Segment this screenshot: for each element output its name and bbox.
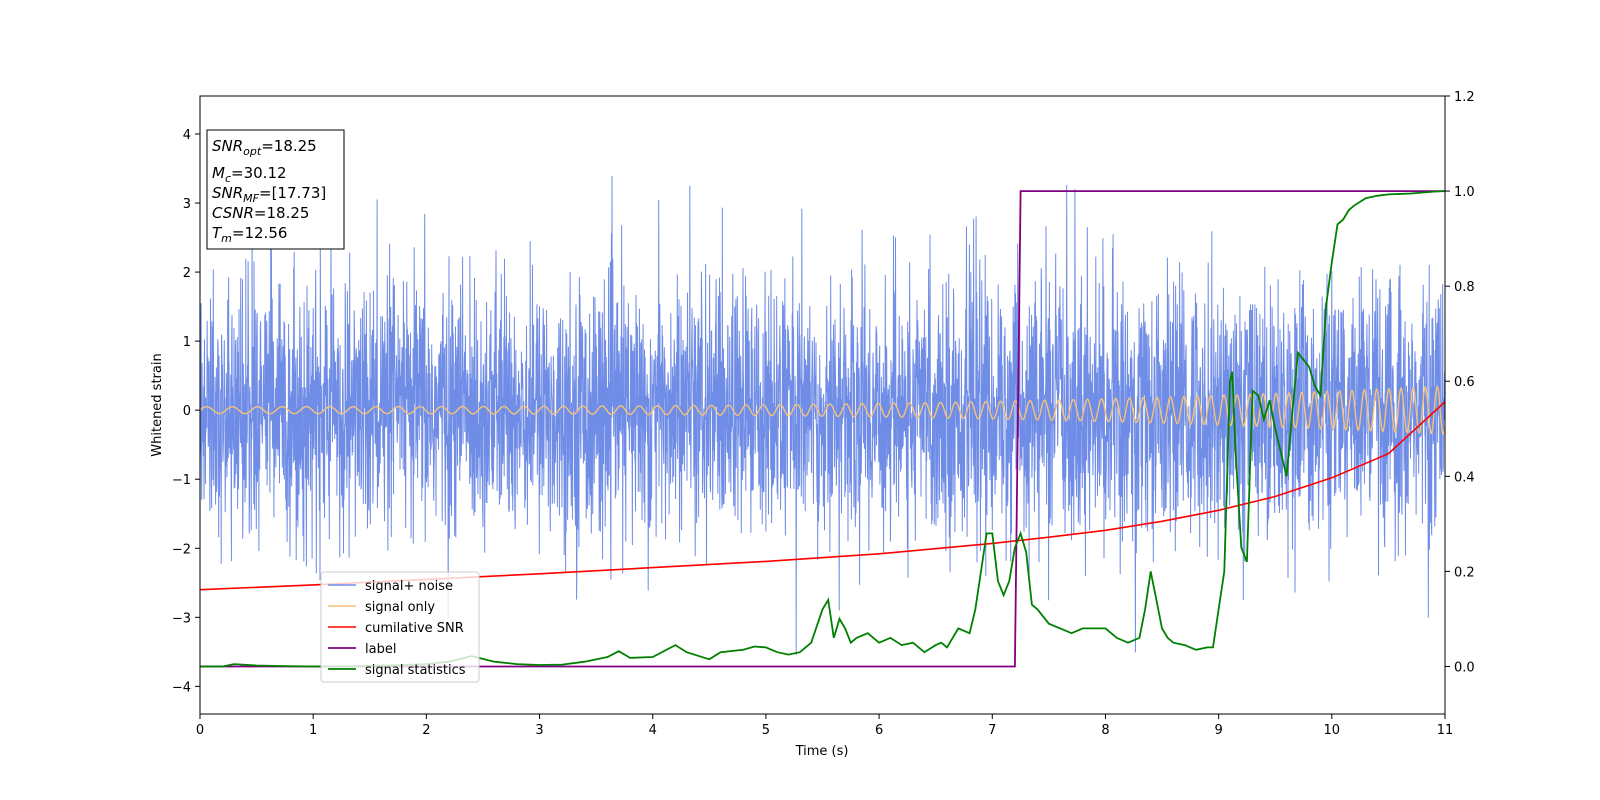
- x-axis-label: Time (s): [795, 744, 849, 759]
- y-axis-left: 4 3 2 1 0 −1 −2 −3 −4: [172, 128, 200, 695]
- csnr-text: CSNR=18.25: [212, 204, 309, 222]
- signal-statistics-line: [200, 190, 1445, 668]
- y2-tick-label: 1.2: [1454, 90, 1475, 105]
- x-tick-label: 11: [1437, 723, 1454, 738]
- tm-text: Tm=12.56: [212, 224, 287, 245]
- x-tick-label: 6: [875, 723, 883, 738]
- x-axis: 0 1 2 3 4 5 6 7 8 9 10 11: [196, 714, 1453, 738]
- mc-text: Mc=30.12: [212, 164, 287, 185]
- legend: signal+ noise signal only cumilative SNR…: [320, 571, 480, 683]
- x-tick-label: 2: [422, 723, 430, 738]
- y2-tick-label: 0.8: [1454, 280, 1475, 295]
- legend-label-cumulative-snr: cumilative SNR: [365, 621, 464, 636]
- plot-frame: [199, 95, 1446, 715]
- legend-label-signal-only: signal only: [365, 600, 435, 615]
- x-tick-label: 3: [535, 723, 543, 738]
- cumulative-snr-line: [200, 401, 1445, 591]
- snr-mf-text: SNRMF=[17.73]: [212, 184, 326, 205]
- y-tick-label: 3: [183, 197, 191, 212]
- y2-tick-label: 1.0: [1454, 185, 1475, 200]
- y2-tick-label: 0.0: [1454, 660, 1475, 675]
- legend-label-signal-noise: signal+ noise: [365, 579, 453, 594]
- legend-frame: [320, 571, 480, 683]
- legend-label-label: label: [365, 642, 396, 657]
- signal-plus-noise-line: [200, 175, 1445, 655]
- y2-tick-label: 0.6: [1454, 375, 1475, 390]
- y-tick-label: 4: [183, 128, 191, 143]
- x-tick-label: 4: [649, 723, 657, 738]
- y-tick-label: −3: [172, 611, 191, 626]
- y-tick-label: −4: [172, 680, 191, 695]
- annotation-box: SNRopt=18.25 Mc=30.12 SNRMF=[17.73] CSNR…: [206, 129, 345, 250]
- y-axis-right: 1.2 1.0 0.8 0.6 0.4 0.2 0.0: [1445, 90, 1475, 675]
- legend-label-signal-statistics: signal statistics: [365, 663, 466, 678]
- x-tick-label: 1: [309, 723, 317, 738]
- x-tick-label: 7: [988, 723, 996, 738]
- y-tick-label: −2: [172, 542, 191, 557]
- y-tick-label: 1: [183, 335, 191, 350]
- label-line: [200, 190, 1445, 668]
- y-axis-label: Whitened strain: [150, 353, 165, 456]
- annotation-frame: [206, 129, 345, 250]
- y2-tick-label: 0.2: [1454, 565, 1475, 580]
- x-tick-label: 9: [1214, 723, 1222, 738]
- series-layer: [200, 175, 1445, 668]
- signal-only-line: [200, 384, 1445, 435]
- x-tick-label: 8: [1101, 723, 1109, 738]
- y2-tick-label: 0.4: [1454, 470, 1475, 485]
- snr-opt-text: SNRopt=18.25: [212, 137, 317, 158]
- x-tick-label: 5: [762, 723, 770, 738]
- x-tick-label: 0: [196, 723, 204, 738]
- y-tick-label: 2: [183, 266, 191, 281]
- y-tick-label: −1: [172, 473, 191, 488]
- x-tick-label: 10: [1324, 723, 1341, 738]
- y-tick-label: 0: [183, 404, 191, 419]
